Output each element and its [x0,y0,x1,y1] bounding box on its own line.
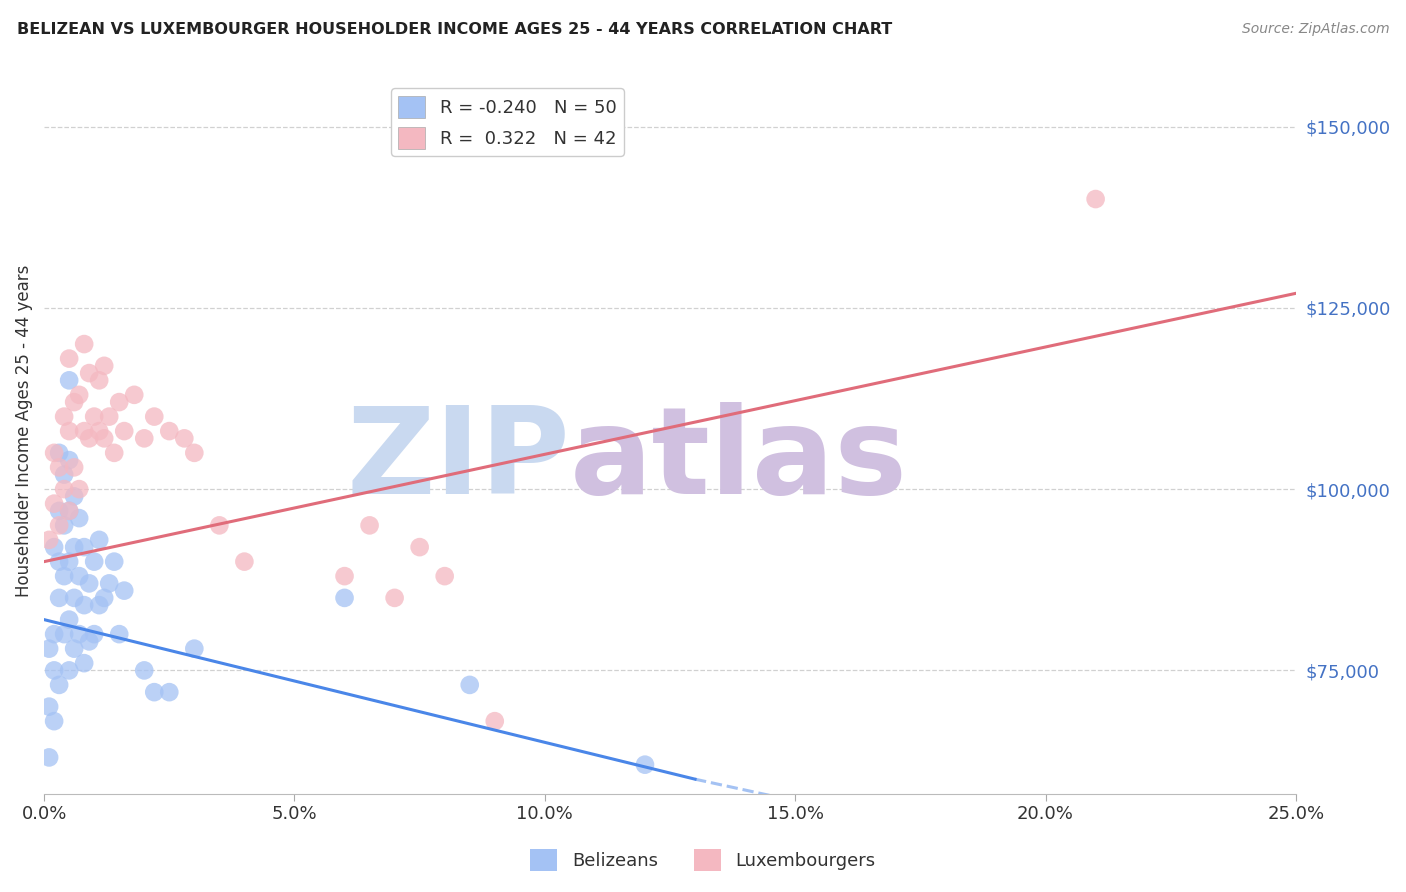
Point [58,555,80,569]
Point [58,504,80,518]
Point [53,467,76,482]
Point [58,373,80,387]
Point [89,373,111,387]
Point [83,409,105,424]
Point [58,424,80,438]
Point [208,518,231,533]
Point [42,446,65,460]
Point [98,576,121,591]
Point [73,424,96,438]
Point [77,366,100,380]
Point [98,409,121,424]
Point [48,504,70,518]
Point [359,518,381,533]
Point [58,453,80,467]
Point [103,446,125,460]
Point [58,504,80,518]
Point [58,613,80,627]
Point [333,591,356,605]
Point [484,714,506,728]
Legend: Belizeans, Luxembourgers: Belizeans, Luxembourgers [523,842,883,879]
Point [433,569,456,583]
Point [108,627,131,641]
Point [408,540,430,554]
Point [53,518,76,533]
Point [93,431,115,445]
Point [67,388,90,402]
Y-axis label: Householder Income Ages 25 - 44 years: Householder Income Ages 25 - 44 years [15,265,32,598]
Point [112,583,135,598]
Point [73,656,96,670]
Point [134,664,156,678]
Point [58,351,80,366]
Point [134,431,156,445]
Point [38,641,60,656]
Point [53,482,76,496]
Point [103,555,125,569]
Point [122,388,145,402]
Point [38,750,60,764]
Point [1084,192,1107,206]
Point [63,395,86,409]
Point [157,685,180,699]
Point [63,641,86,656]
Point [48,518,70,533]
Point [83,627,105,641]
Point [53,569,76,583]
Legend: R = -0.240   N = 50, R =  0.322   N = 42: R = -0.240 N = 50, R = 0.322 N = 42 [391,88,624,156]
Point [73,337,96,351]
Point [233,555,256,569]
Point [112,424,135,438]
Point [183,641,205,656]
Point [67,482,90,496]
Point [53,409,76,424]
Point [634,757,657,772]
Point [77,576,100,591]
Point [77,634,100,648]
Point [67,569,90,583]
Point [63,540,86,554]
Point [67,511,90,525]
Point [48,591,70,605]
Point [384,591,406,605]
Point [83,555,105,569]
Point [63,460,86,475]
Point [458,678,481,692]
Text: BELIZEAN VS LUXEMBOURGER HOUSEHOLDER INCOME AGES 25 - 44 YEARS CORRELATION CHART: BELIZEAN VS LUXEMBOURGER HOUSEHOLDER INC… [17,22,893,37]
Point [93,591,115,605]
Point [77,431,100,445]
Point [157,424,180,438]
Point [48,678,70,692]
Point [42,714,65,728]
Text: Source: ZipAtlas.com: Source: ZipAtlas.com [1241,22,1389,37]
Point [48,446,70,460]
Point [143,409,166,424]
Point [89,598,111,612]
Point [73,540,96,554]
Point [48,555,70,569]
Point [53,627,76,641]
Point [143,685,166,699]
Point [333,569,356,583]
Point [173,431,195,445]
Point [58,664,80,678]
Point [183,446,205,460]
Point [38,699,60,714]
Point [67,627,90,641]
Point [108,395,131,409]
Point [89,424,111,438]
Text: ZIP: ZIP [346,401,569,518]
Point [42,627,65,641]
Point [93,359,115,373]
Point [73,598,96,612]
Point [38,533,60,547]
Point [42,540,65,554]
Point [63,591,86,605]
Text: atlas: atlas [569,401,908,518]
Point [42,497,65,511]
Point [89,533,111,547]
Point [63,489,86,503]
Point [48,460,70,475]
Point [42,664,65,678]
